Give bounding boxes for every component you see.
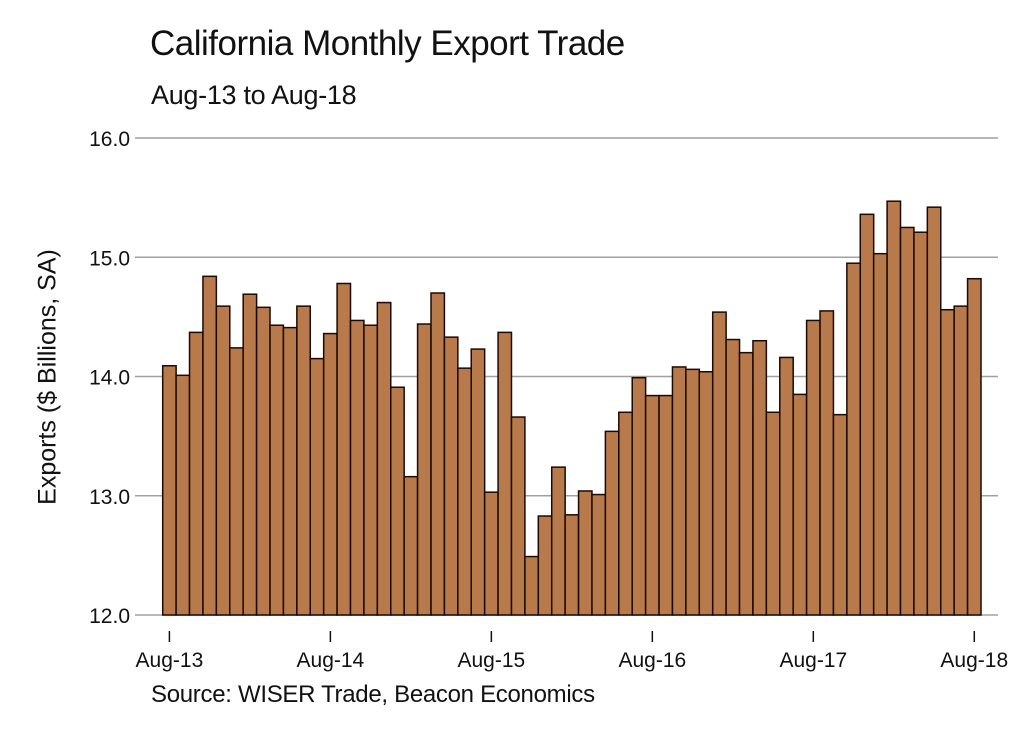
bar: May-16: 13.54: [604, 430, 620, 616]
y-tick-label: 12.0: [89, 605, 130, 628]
bar: Oct-13: 14.37: [188, 331, 204, 616]
bar: Sep-14: 14.78: [336, 282, 352, 616]
bar: Feb-18: 15.47: [886, 200, 902, 616]
bar: Jul-14: 14.15: [309, 357, 325, 616]
bar: Nov-13: 14.84: [202, 275, 218, 616]
y-tick-label: 16.0: [89, 128, 130, 151]
bar: Jul-18: 14.59: [953, 305, 969, 616]
bar: Jun-18: 14.56: [940, 308, 955, 616]
bar: May-14: 14.41: [282, 326, 298, 616]
bar: Feb-15: 13.16: [403, 475, 419, 616]
bar: Sep-15: 14.37: [497, 331, 513, 616]
bar: Jul-16: 13.99: [631, 376, 647, 616]
bar: Nov-15: 12.49: [524, 555, 540, 616]
bar: May-15: 14.33: [443, 336, 459, 616]
bar: Sep-16: 13.84: [658, 394, 674, 616]
bar: Feb-17: 14.31: [725, 338, 741, 616]
bar: Jan-14: 14.24: [229, 347, 244, 616]
x-tick-label: Aug-18: [940, 649, 1008, 672]
bar: Feb-14: 14.69: [242, 293, 258, 616]
x-tick-label: Aug-13: [136, 649, 204, 672]
bar: Apr-14: 14.43: [269, 324, 285, 616]
bar: Dec-13: 14.59: [215, 305, 231, 616]
bar: Aug-17: 14.47: [805, 319, 821, 616]
bar: Jul-17: 13.85: [792, 393, 808, 616]
bar: May-17: 13.7: [765, 411, 781, 616]
bar: Jan-17: 14.54: [711, 311, 727, 616]
bar: Aug-14: 14.36: [322, 332, 338, 616]
bar: Mar-17: 14.2: [738, 351, 754, 616]
bar: Dec-16: 14.04: [698, 370, 714, 616]
bar: Apr-17: 14.3: [752, 339, 768, 616]
bar: May-18: 15.42: [926, 206, 942, 616]
bar: Apr-18: 15.21: [913, 231, 929, 616]
x-tick-label: Aug-16: [618, 649, 686, 672]
y-tick-label: 15.0: [89, 247, 130, 270]
bar: Oct-17: 13.68: [832, 413, 848, 616]
bar: Dec-15: 12.83: [537, 515, 553, 616]
y-tick-label: 13.0: [89, 486, 130, 509]
bar: Mar-14: 14.58: [255, 306, 271, 616]
x-tick-label: Aug-14: [297, 649, 365, 672]
bar: Apr-16: 13.01: [591, 493, 607, 616]
bar: Feb-16: 12.84: [564, 514, 580, 616]
source-note: Source: WISER Trade, Beacon Economics: [151, 681, 595, 708]
bar: Sep-13: 14.01: [175, 374, 191, 616]
bar: Jan-16: 13.24: [550, 466, 566, 616]
chart-subtitle: Aug-13 to Aug-18: [151, 80, 357, 110]
y-tick-label: 14.0: [89, 367, 130, 390]
bar: Jul-15: 14.23: [470, 348, 486, 616]
bar: Aug-13: 14.09: [161, 365, 177, 616]
x-axis: Aug-13 Aug-14 Aug-15 Aug-16 Aug-17 Aug-18: [136, 631, 1008, 672]
bar: Aug-15: 13.03: [483, 491, 499, 616]
bar: Oct-15: 13.66: [510, 416, 526, 616]
bar: Jun-17: 14.16: [779, 356, 794, 616]
bar: Mar-15: 14.44: [416, 323, 432, 616]
bar: Dec-17: 15.36: [859, 213, 875, 616]
bar: Nov-16: 14.06: [685, 368, 701, 616]
y-axis: 12.0 13.0 14.0 15.0 16.0: [89, 128, 130, 628]
bar: Jun-15: 14.07: [457, 367, 472, 616]
x-tick-label: Aug-17: [779, 649, 847, 672]
chart-title: California Monthly Export Trade: [150, 24, 625, 63]
bar: Dec-14: 14.62: [376, 301, 392, 616]
bar: Jun-16: 13.7: [618, 411, 633, 616]
bar: Nov-14: 14.43: [363, 324, 379, 616]
bar: Oct-16: 14.08: [671, 366, 687, 616]
bar: Sep-17: 14.55: [819, 310, 835, 616]
bar: Aug-16: 13.84: [644, 394, 660, 616]
bar: Nov-17: 14.95: [846, 262, 862, 616]
bar: Jan-15: 13.91: [390, 386, 405, 616]
bars: Aug-13: 14.09Sep-13: 14.01Oct-13: 14.37N…: [161, 200, 982, 616]
x-tick-label: Aug-15: [458, 649, 526, 672]
bar: Aug-18: 14.82: [966, 277, 982, 616]
bar: Mar-16: 13.04: [577, 490, 593, 616]
bar: Jan-18: 15.03: [872, 252, 888, 616]
bar: Mar-18: 15.25: [899, 226, 915, 616]
bar: Apr-15: 14.7: [430, 292, 446, 616]
bar: Oct-14: 14.47: [349, 319, 365, 616]
bar: Jun-14: 14.59: [296, 305, 312, 616]
